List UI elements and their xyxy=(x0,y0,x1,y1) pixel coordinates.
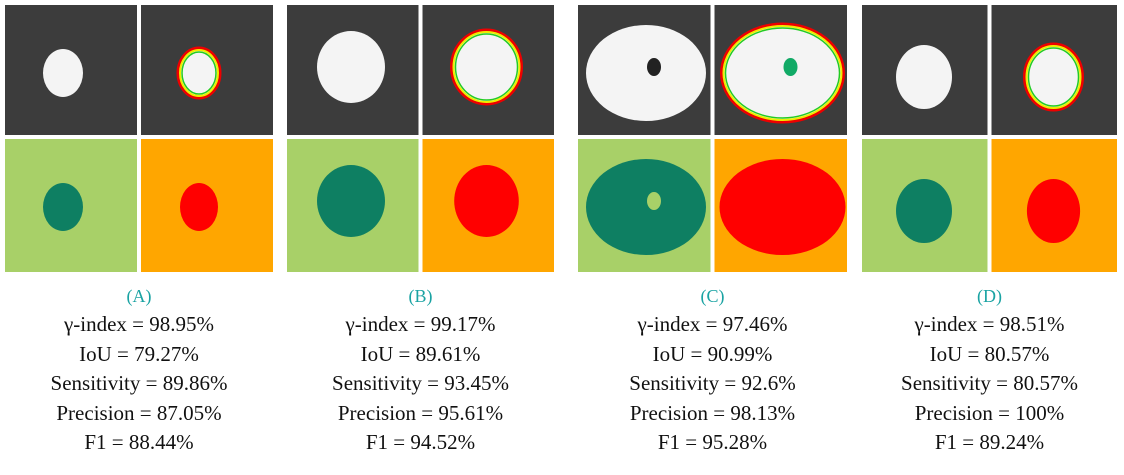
metric-line: Precision = 95.61% xyxy=(287,401,554,426)
figure: (A) γ-index = 98.95% IoU = 79.27% Sensitivi… xyxy=(0,0,1124,475)
mask-blob xyxy=(720,159,846,255)
lesion xyxy=(317,31,385,103)
panel: (A) γ-index = 98.95% IoU = 79.27% Sensitivi… xyxy=(5,0,273,475)
blob-hole xyxy=(647,192,661,210)
lesion xyxy=(43,49,83,97)
mask-blob xyxy=(317,165,385,237)
panel-images xyxy=(5,5,273,275)
panel: (D) γ-index = 98.51% IoU = 80.57% Sensitivi… xyxy=(862,0,1117,475)
contour-red xyxy=(1025,44,1083,110)
metric-line: IoU = 90.99% xyxy=(578,342,847,367)
metric-line: F1 = 95.28% xyxy=(578,430,847,455)
lesion xyxy=(896,45,952,109)
metric-line: Sensitivity = 92.6% xyxy=(578,371,847,396)
blob-hole xyxy=(784,58,798,76)
panel-images xyxy=(287,5,554,275)
panel-images xyxy=(578,5,847,275)
metric-line: Precision = 100% xyxy=(862,401,1117,426)
contour-red xyxy=(178,48,220,98)
mask-blob xyxy=(43,183,83,231)
metric-line: IoU = 79.27% xyxy=(5,342,273,367)
panel: (B) γ-index = 99.17% IoU = 89.61% Sensitivi… xyxy=(287,0,554,475)
contour-red xyxy=(452,30,522,104)
panel: (C) γ-index = 97.46% IoU = 90.99% Sensitivi… xyxy=(578,0,847,475)
metric-line: Sensitivity = 80.57% xyxy=(862,371,1117,396)
metric-line: Sensitivity = 89.86% xyxy=(5,371,273,396)
mask-blob xyxy=(180,183,218,231)
metric-line: Sensitivity = 93.45% xyxy=(287,371,554,396)
metric-line: Precision = 98.13% xyxy=(578,401,847,426)
metric-line: F1 = 94.52% xyxy=(287,430,554,455)
panel-label: (A) xyxy=(5,286,273,307)
panel-label: (C) xyxy=(578,286,847,307)
contour-red xyxy=(722,24,844,122)
metric-line: γ-index = 97.46% xyxy=(578,312,847,337)
metric-line: F1 = 89.24% xyxy=(862,430,1117,455)
metric-line: F1 = 88.44% xyxy=(5,430,273,455)
metric-line: IoU = 80.57% xyxy=(862,342,1117,367)
metric-line: Precision = 87.05% xyxy=(5,401,273,426)
mask-blob xyxy=(586,159,706,255)
mask-blob xyxy=(1027,179,1080,243)
metric-line: IoU = 89.61% xyxy=(287,342,554,367)
metric-line: γ-index = 98.95% xyxy=(5,312,273,337)
panel-label: (B) xyxy=(287,286,554,307)
lesion xyxy=(586,25,706,121)
blob-hole xyxy=(647,58,661,76)
panel-label: (D) xyxy=(862,286,1117,307)
panel-images xyxy=(862,5,1117,275)
mask-blob xyxy=(454,165,519,237)
mask-blob xyxy=(896,179,952,243)
metric-line: γ-index = 98.51% xyxy=(862,312,1117,337)
metric-line: γ-index = 99.17% xyxy=(287,312,554,337)
